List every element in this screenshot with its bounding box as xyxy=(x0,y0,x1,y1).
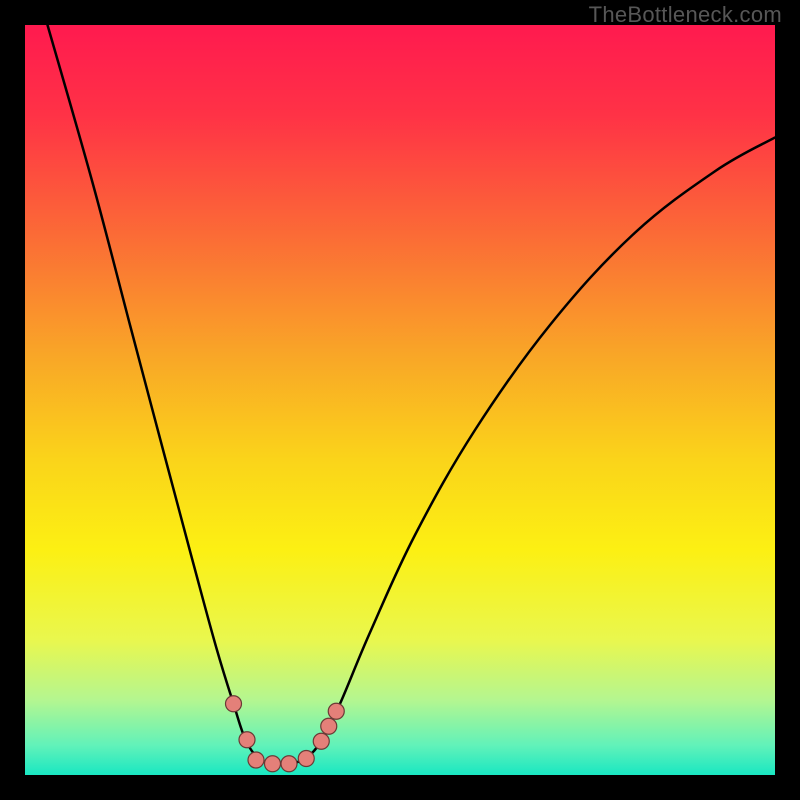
chart-svg xyxy=(25,25,775,775)
chart-plot-area xyxy=(25,25,775,775)
data-marker xyxy=(265,756,281,772)
data-marker xyxy=(298,751,314,767)
data-marker xyxy=(321,718,337,734)
data-marker xyxy=(281,756,297,772)
data-marker xyxy=(226,696,242,712)
data-marker xyxy=(313,733,329,749)
gradient-background xyxy=(25,25,775,775)
data-marker xyxy=(239,732,255,748)
data-marker xyxy=(328,703,344,719)
data-marker xyxy=(248,752,264,768)
